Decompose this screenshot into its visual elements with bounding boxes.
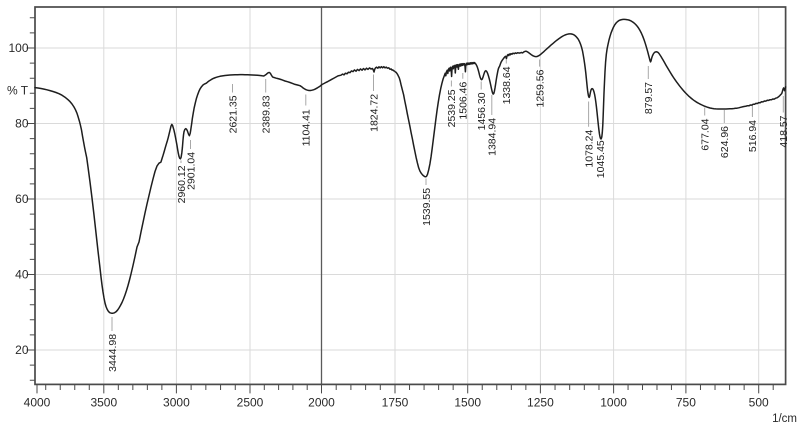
svg-text:4000: 4000 bbox=[24, 396, 51, 410]
svg-text:1259.56: 1259.56 bbox=[534, 69, 546, 107]
svg-text:1539.55: 1539.55 bbox=[421, 188, 433, 226]
svg-text:1000: 1000 bbox=[600, 396, 627, 410]
svg-text:1338.64: 1338.64 bbox=[501, 66, 513, 104]
svg-text:1250: 1250 bbox=[527, 396, 554, 410]
svg-text:1078.24: 1078.24 bbox=[583, 129, 595, 167]
svg-text:80: 80 bbox=[15, 117, 29, 131]
svg-text:3444.98: 3444.98 bbox=[107, 334, 119, 372]
svg-text:624.96: 624.96 bbox=[719, 126, 731, 158]
svg-text:1384.94: 1384.94 bbox=[487, 118, 499, 156]
svg-text:3000: 3000 bbox=[163, 396, 190, 410]
svg-text:879.57: 879.57 bbox=[643, 82, 655, 114]
svg-text:1/cm: 1/cm bbox=[772, 413, 797, 425]
svg-text:60: 60 bbox=[15, 192, 29, 206]
svg-text:1045.45: 1045.45 bbox=[595, 140, 607, 178]
svg-text:2500: 2500 bbox=[237, 396, 264, 410]
svg-text:1500: 1500 bbox=[454, 396, 481, 410]
svg-text:2389.83: 2389.83 bbox=[261, 95, 273, 133]
svg-text:2539.25: 2539.25 bbox=[446, 89, 458, 127]
svg-text:2000: 2000 bbox=[308, 396, 335, 410]
svg-text:1506.46: 1506.46 bbox=[458, 81, 470, 119]
svg-text:2960.12: 2960.12 bbox=[176, 165, 188, 203]
svg-text:3500: 3500 bbox=[90, 396, 117, 410]
svg-text:1750: 1750 bbox=[382, 396, 409, 410]
svg-text:1824.72: 1824.72 bbox=[368, 94, 380, 132]
svg-text:500: 500 bbox=[749, 396, 769, 410]
svg-text:418.57: 418.57 bbox=[778, 115, 790, 147]
svg-text:1104.41: 1104.41 bbox=[301, 109, 313, 146]
svg-text:516.94: 516.94 bbox=[747, 120, 759, 152]
svg-text:2901.04: 2901.04 bbox=[185, 152, 197, 190]
svg-text:20: 20 bbox=[15, 343, 29, 357]
svg-text:1456.30: 1456.30 bbox=[476, 92, 488, 130]
svg-text:40: 40 bbox=[15, 268, 29, 282]
svg-text:% T: % T bbox=[7, 84, 29, 98]
svg-text:677.04: 677.04 bbox=[700, 118, 712, 150]
svg-text:750: 750 bbox=[676, 396, 696, 410]
svg-text:2621.35: 2621.35 bbox=[227, 95, 239, 133]
svg-text:100: 100 bbox=[8, 41, 28, 55]
